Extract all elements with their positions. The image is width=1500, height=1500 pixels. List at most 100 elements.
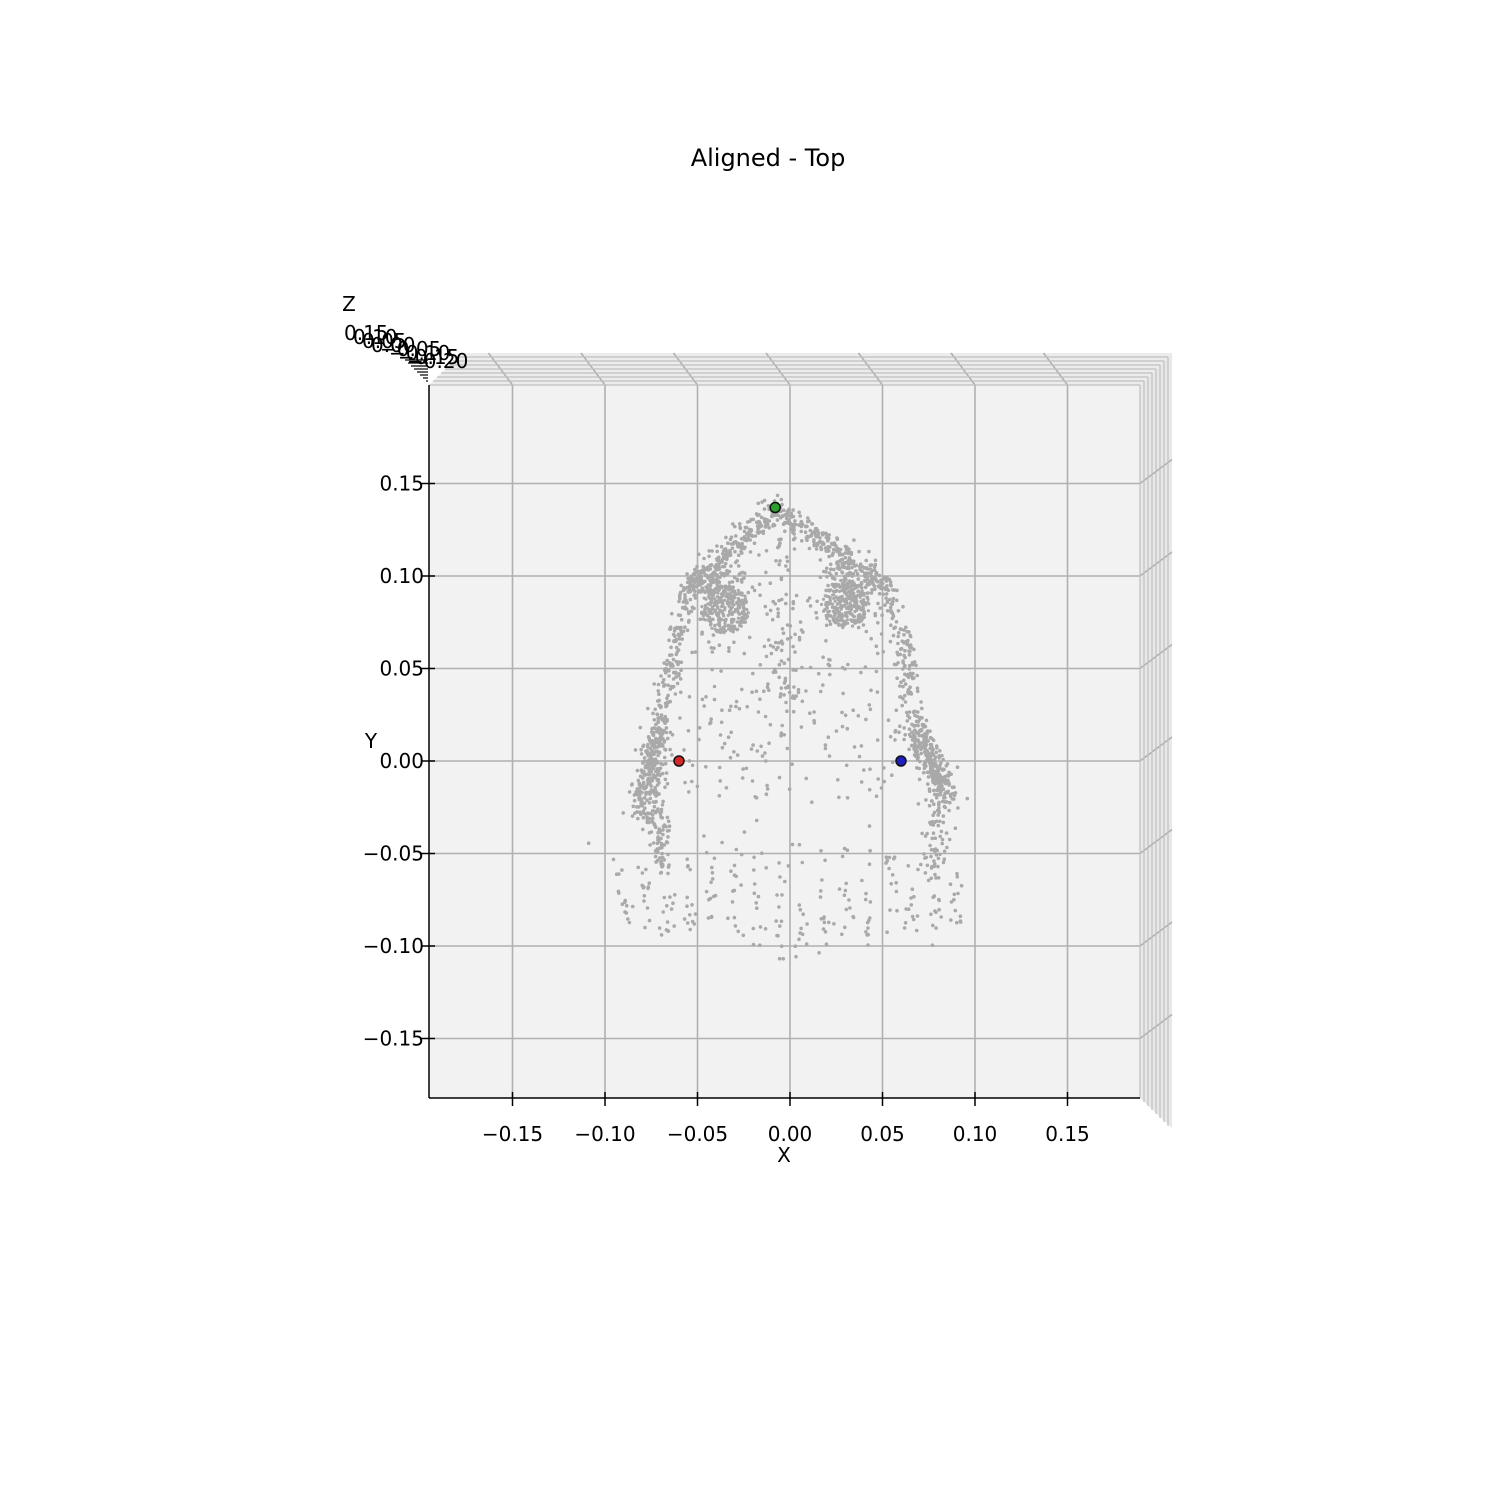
point xyxy=(718,779,722,783)
point xyxy=(644,749,648,753)
point xyxy=(682,748,686,752)
point xyxy=(626,917,630,921)
point xyxy=(840,582,845,586)
point xyxy=(690,650,694,655)
point xyxy=(668,895,672,899)
point xyxy=(724,786,729,790)
point xyxy=(686,590,690,594)
point xyxy=(796,690,801,695)
point xyxy=(737,612,741,616)
point xyxy=(732,915,737,920)
point xyxy=(762,498,767,503)
point xyxy=(912,660,917,664)
point xyxy=(836,778,840,782)
point xyxy=(734,534,738,538)
point xyxy=(737,706,742,711)
point xyxy=(641,743,646,748)
point xyxy=(773,602,777,606)
point xyxy=(732,863,737,868)
point xyxy=(656,835,660,839)
point xyxy=(764,549,769,553)
point xyxy=(818,558,823,562)
point xyxy=(767,526,771,530)
point xyxy=(624,911,629,915)
point xyxy=(924,718,929,723)
point xyxy=(863,665,868,669)
point xyxy=(659,761,663,766)
point xyxy=(658,871,663,875)
point xyxy=(646,778,651,782)
plot-pane xyxy=(429,353,1172,1128)
point xyxy=(721,602,725,606)
point xyxy=(776,545,780,550)
point xyxy=(814,547,819,551)
point xyxy=(739,624,743,628)
point xyxy=(714,588,718,592)
point xyxy=(867,549,871,554)
point xyxy=(708,567,713,571)
point xyxy=(710,549,714,553)
point xyxy=(865,591,869,595)
z-tick-label: 0.05 xyxy=(362,329,407,353)
point xyxy=(685,857,689,861)
point xyxy=(925,831,929,836)
point xyxy=(723,561,728,566)
point xyxy=(650,809,655,813)
point xyxy=(853,605,857,609)
point xyxy=(918,759,922,764)
point xyxy=(660,771,665,776)
point xyxy=(921,734,925,739)
point xyxy=(841,622,845,627)
point xyxy=(711,607,715,611)
point xyxy=(649,830,654,834)
point xyxy=(661,910,665,914)
point xyxy=(663,747,667,752)
point xyxy=(777,861,781,865)
point xyxy=(920,723,925,728)
point xyxy=(851,572,856,576)
point xyxy=(707,549,711,553)
point xyxy=(659,674,663,678)
point xyxy=(778,695,783,699)
point xyxy=(828,622,833,626)
point xyxy=(763,714,768,719)
point xyxy=(876,601,880,606)
point xyxy=(831,589,836,593)
point xyxy=(646,811,650,815)
point xyxy=(726,552,730,556)
point xyxy=(717,794,722,798)
point xyxy=(907,644,912,649)
point xyxy=(786,568,790,572)
point xyxy=(687,759,692,763)
point xyxy=(730,605,735,609)
point xyxy=(929,764,934,769)
point xyxy=(648,759,652,764)
point xyxy=(725,600,730,604)
point xyxy=(698,617,703,621)
point xyxy=(837,559,842,563)
point xyxy=(778,559,782,563)
point xyxy=(863,897,868,902)
point xyxy=(851,561,856,566)
point xyxy=(948,882,953,886)
point xyxy=(797,937,801,942)
point xyxy=(885,578,890,582)
point xyxy=(844,612,848,617)
point xyxy=(803,530,808,534)
point xyxy=(900,703,904,708)
point xyxy=(706,602,710,606)
point xyxy=(874,570,879,575)
point xyxy=(930,745,934,749)
point xyxy=(835,561,840,566)
point xyxy=(719,720,724,725)
point xyxy=(756,501,761,506)
point xyxy=(791,644,795,649)
point xyxy=(866,926,870,930)
point xyxy=(736,542,741,547)
point xyxy=(764,654,769,659)
point xyxy=(907,710,912,714)
point xyxy=(922,737,926,742)
point xyxy=(825,539,830,543)
point xyxy=(937,897,941,902)
point xyxy=(816,531,821,535)
